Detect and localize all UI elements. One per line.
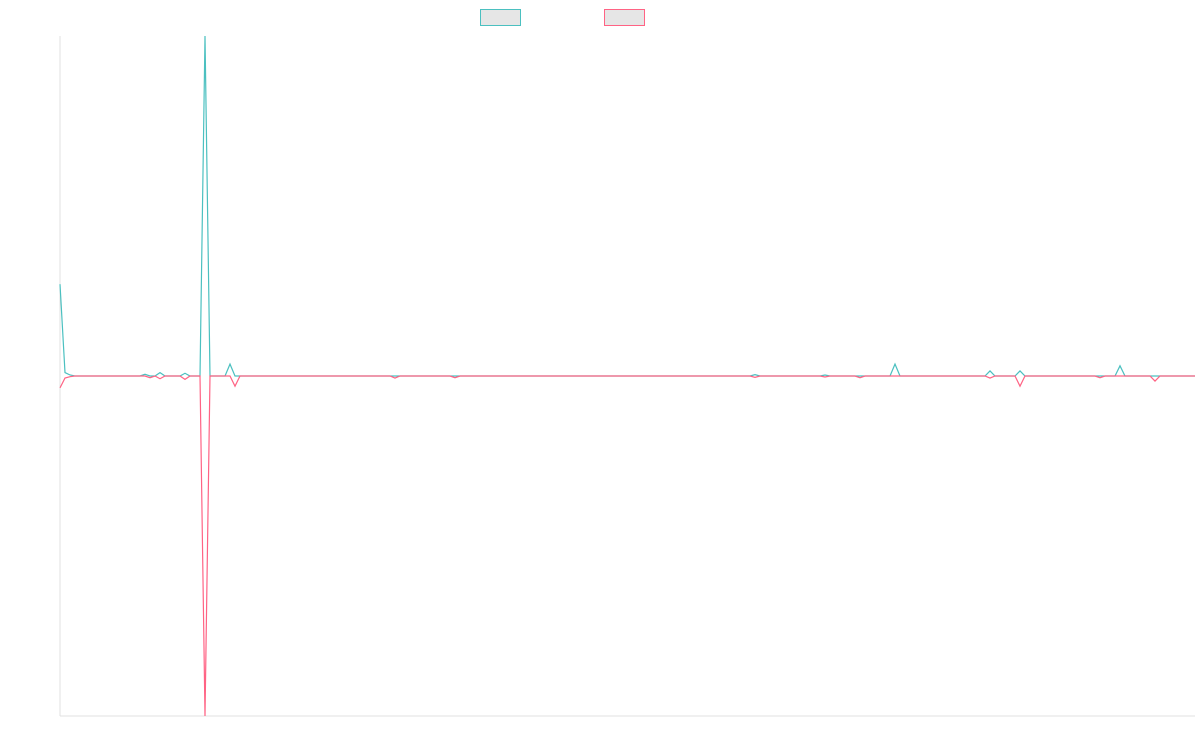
series-line xyxy=(59,35,1195,377)
legend-swatch[interactable] xyxy=(604,9,645,26)
series-line xyxy=(59,375,1195,717)
legend-swatch[interactable] xyxy=(480,9,521,26)
